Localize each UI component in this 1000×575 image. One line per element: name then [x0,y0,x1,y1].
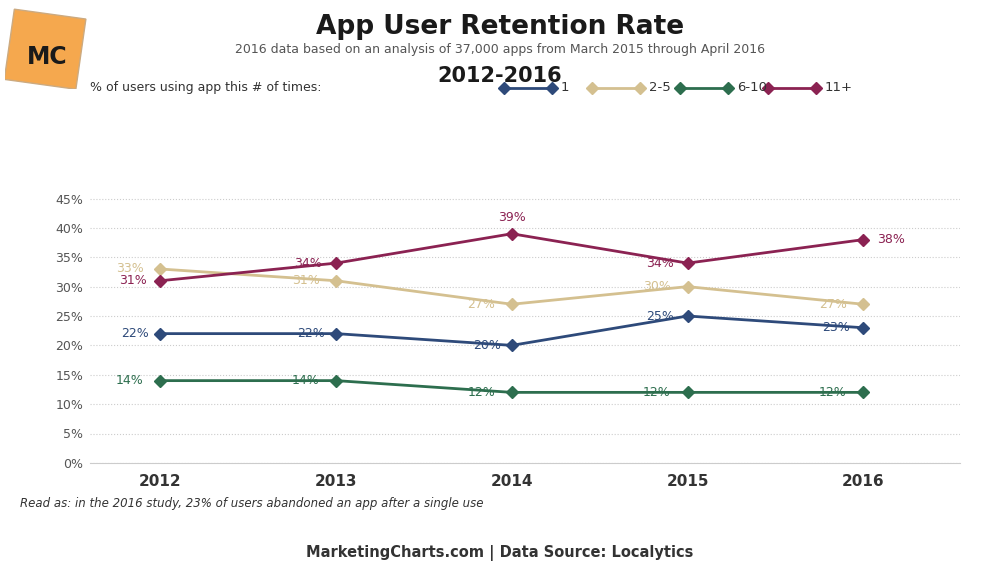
FancyBboxPatch shape [4,9,86,89]
Text: 2-5: 2-5 [649,81,671,94]
Text: 39%: 39% [498,211,526,224]
Text: 31%: 31% [119,274,146,288]
Text: Read as: in the 2016 study, 23% of users abandoned an app after a single use: Read as: in the 2016 study, 23% of users… [20,497,484,511]
Text: 23%: 23% [822,321,849,334]
Text: 11+: 11+ [825,81,853,94]
Text: App User Retention Rate: App User Retention Rate [316,14,684,40]
Text: 14%: 14% [292,374,319,387]
Text: 25%: 25% [646,309,674,323]
Text: 34%: 34% [294,256,322,270]
Text: MC: MC [27,45,68,70]
Text: 12%: 12% [467,386,495,399]
Text: 6-10: 6-10 [737,81,767,94]
Text: MarketingCharts.com | Data Source: Localytics: MarketingCharts.com | Data Source: Local… [306,546,694,561]
Text: 12%: 12% [819,386,847,399]
Text: 38%: 38% [877,233,905,246]
Text: 20%: 20% [473,339,501,352]
Text: 2016 data based on an analysis of 37,000 apps from March 2015 through April 2016: 2016 data based on an analysis of 37,000… [235,43,765,56]
Text: 22%: 22% [297,327,325,340]
Text: 31%: 31% [292,274,319,288]
Text: 22%: 22% [121,327,149,340]
Text: 27%: 27% [467,298,495,311]
Text: 14%: 14% [116,374,144,387]
Text: 33%: 33% [116,263,144,275]
Text: 2012-2016: 2012-2016 [438,66,562,86]
Text: 34%: 34% [646,256,674,270]
Text: % of users using app this # of times:: % of users using app this # of times: [90,81,322,94]
Text: 27%: 27% [819,298,847,311]
Text: 30%: 30% [643,280,671,293]
Text: 1: 1 [561,81,569,94]
Text: 12%: 12% [643,386,671,399]
